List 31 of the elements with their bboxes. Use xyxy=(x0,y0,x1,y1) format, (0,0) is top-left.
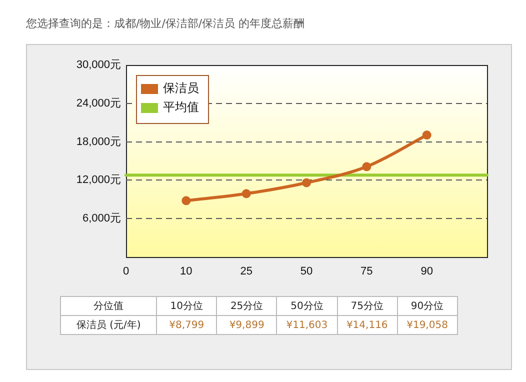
data-label: ¥19,058 xyxy=(397,316,458,334)
x-tick-label: 50 xyxy=(300,266,313,278)
data-label: ¥8,799 xyxy=(156,316,217,334)
text: 保洁员 (元/年) xyxy=(60,316,157,334)
y-tick-label: 12,000元 xyxy=(76,174,121,186)
data-label: ¥11,603 xyxy=(276,316,338,334)
point xyxy=(362,162,372,172)
y-tick-label: 30,000元 xyxy=(76,59,121,72)
point xyxy=(242,189,251,198)
data-label: ¥14,116 xyxy=(337,316,398,334)
x-tick-label: 75 xyxy=(360,266,373,278)
x-tick-label: 0 xyxy=(122,266,130,278)
text: 90分位 xyxy=(397,296,458,316)
chart-title: 您选择查询的是：成都/物业/保洁部/保洁员 的年度总薪酬 xyxy=(26,16,305,31)
text: 25分位 xyxy=(216,296,277,316)
y-tick-label: 18,000元 xyxy=(76,136,121,148)
text: 50分位 xyxy=(276,296,338,316)
text: 分位值 xyxy=(60,296,157,316)
point xyxy=(182,196,191,206)
text: 10分位 xyxy=(156,296,217,316)
y-tick-label: 6,000元 xyxy=(82,212,121,225)
x-tick-label: 10 xyxy=(180,266,192,278)
legend-label: 保洁员 xyxy=(163,81,199,96)
data-label: ¥9,899 xyxy=(216,316,277,334)
point xyxy=(422,130,432,140)
text: 75分位 xyxy=(337,296,398,316)
y-tick-label: 24,000元 xyxy=(76,97,121,110)
point xyxy=(302,178,311,188)
x-tick-label: 25 xyxy=(240,266,252,278)
x-tick-label: 90 xyxy=(420,266,433,278)
legend-label: 平均值 xyxy=(163,100,199,114)
